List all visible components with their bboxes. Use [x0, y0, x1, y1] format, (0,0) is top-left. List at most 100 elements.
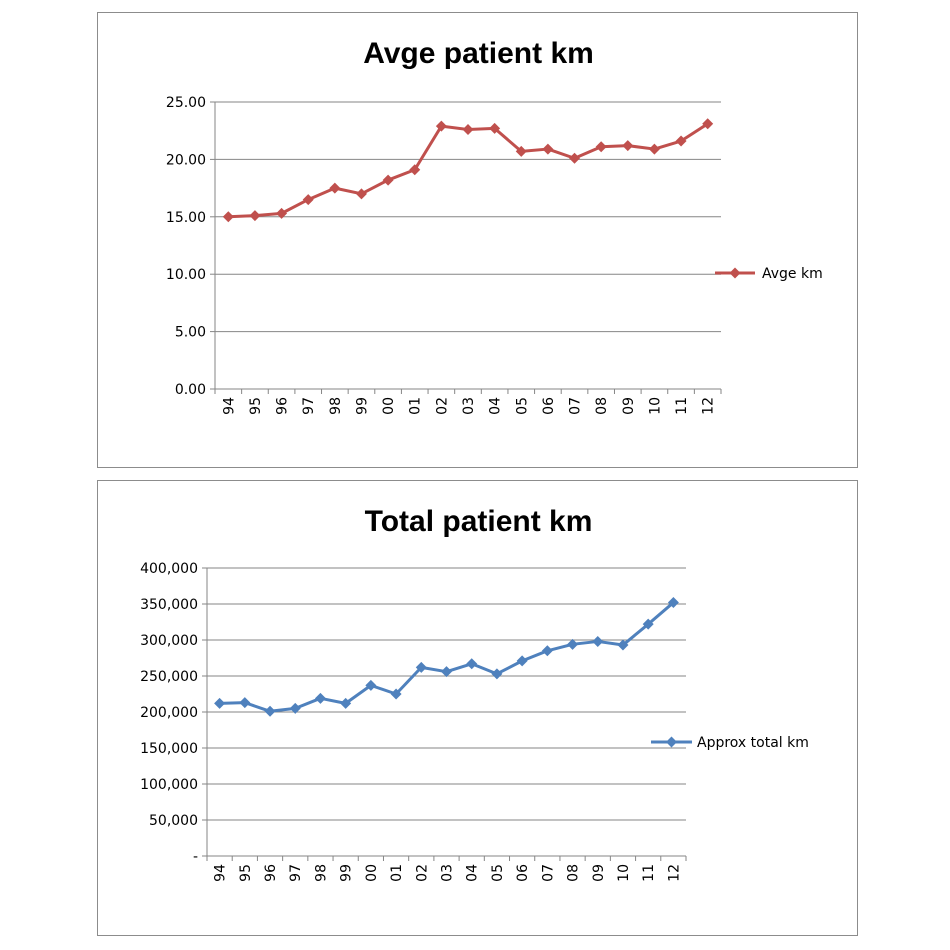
x-tick-label: 07 [540, 864, 556, 882]
data-point-marker [462, 124, 474, 136]
data-point-marker [314, 692, 326, 704]
x-tick-label: 11 [674, 397, 690, 415]
legend-marker [666, 736, 677, 748]
x-tick-label: 05 [490, 864, 506, 882]
y-tick-label: 400,000 [140, 561, 198, 577]
x-tick-label: 00 [364, 864, 380, 882]
data-point-marker [491, 668, 503, 680]
x-tick-label: 08 [594, 397, 610, 415]
data-point-marker [675, 135, 687, 147]
x-tick-label: 11 [641, 864, 657, 882]
data-point-marker [264, 705, 276, 717]
data-point-marker [382, 174, 394, 186]
y-tick-label: 300,000 [140, 633, 198, 649]
data-point-marker [222, 211, 234, 223]
chart-svg: Avge patient km 0.00 5.00 10.00 15.00 20.00 25… [166, 37, 823, 415]
data-point-marker [239, 697, 251, 709]
x-tick-label: 99 [339, 864, 355, 882]
data-point-marker [541, 645, 553, 657]
x-tick-label: 95 [238, 864, 254, 882]
y-tick-label: 5.00 [175, 325, 206, 341]
y-tick-label: 20.00 [166, 152, 206, 168]
y-tick-label: 150,000 [140, 741, 198, 757]
data-point-marker [515, 145, 527, 157]
data-point-marker [435, 120, 447, 132]
x-tick-label: 09 [621, 397, 637, 415]
data-point-marker [409, 164, 421, 176]
x-tick-label: 02 [414, 864, 430, 882]
x-tick-label: 99 [354, 397, 370, 415]
x-tick-label: 96 [275, 397, 291, 415]
data-point-marker [390, 688, 402, 700]
x-tick-label: 06 [515, 864, 531, 882]
x-tick-label: 09 [591, 864, 607, 882]
data-point-marker [249, 210, 261, 222]
x-tick-label: 04 [488, 397, 504, 415]
x-tick-label: 08 [566, 864, 582, 882]
y-tick-label: 350,000 [140, 597, 198, 613]
x-tick-label: 07 [568, 397, 584, 415]
data-point-marker [567, 638, 579, 650]
x-tick-label: 04 [465, 864, 481, 882]
legend-label: Approx total km [697, 735, 809, 751]
data-point-marker [489, 122, 501, 134]
chart-total-patient-km: Total patient km - 50,000 100,000 150,000 200… [97, 480, 858, 936]
data-point-marker [214, 697, 226, 709]
y-tick-label: 10.00 [166, 267, 206, 283]
data-point-marker [667, 597, 679, 609]
y-tick-label: - [193, 849, 198, 865]
data-point-marker [365, 679, 377, 691]
x-tick-label: 96 [263, 864, 279, 882]
x-tick-label: 98 [328, 397, 344, 415]
x-tick-label: 12 [701, 397, 717, 415]
y-tick-label: 100,000 [140, 777, 198, 793]
series-line [219, 601, 675, 713]
x-tick-label: 97 [288, 864, 304, 882]
y-tick-label: 15.00 [166, 210, 206, 226]
y-tick-label: 50,000 [149, 813, 198, 829]
data-point-marker [569, 152, 581, 164]
data-point-marker [340, 697, 352, 709]
x-tick-label: 06 [541, 397, 557, 415]
data-point-marker [441, 666, 452, 678]
y-tick-label: 25.00 [166, 95, 206, 111]
x-tick-label: 97 [301, 397, 317, 415]
data-point-marker [466, 658, 478, 670]
x-tick-label: 10 [616, 864, 632, 882]
chart-svg: Total patient km - 50,000 100,000 150,000 200… [140, 505, 809, 882]
data-point-marker [542, 143, 554, 155]
x-tick-label: 03 [440, 864, 456, 882]
x-tick-label: 94 [221, 397, 237, 415]
data-point-marker [355, 188, 367, 200]
x-tick-label: 01 [389, 864, 405, 882]
data-point-marker [302, 194, 314, 206]
x-tick-label: 10 [647, 397, 663, 415]
chart-title: Avge patient km [363, 37, 594, 70]
data-point-marker [516, 655, 528, 667]
x-tick-label: 00 [381, 397, 397, 415]
legend-marker [729, 267, 741, 279]
x-tick-label: 98 [313, 864, 329, 882]
y-tick-label: 250,000 [140, 669, 198, 685]
data-point-marker [648, 143, 660, 155]
chart-avge-patient-km: Avge patient km 0.00 5.00 10.00 15.00 20.00 25… [97, 12, 858, 468]
data-point-marker [276, 207, 288, 219]
x-tick-label: 12 [666, 864, 682, 882]
legend-label: Avge km [762, 266, 823, 282]
data-point-marker [592, 635, 604, 647]
x-tick-label: 94 [213, 864, 229, 882]
x-tick-label: 01 [408, 397, 424, 415]
data-point-marker [595, 141, 607, 153]
y-tick-label: 200,000 [140, 705, 198, 721]
chart-title: Total patient km [365, 505, 593, 538]
data-point-marker [415, 661, 427, 673]
data-point-marker [702, 118, 714, 130]
data-point-marker [642, 618, 654, 630]
x-tick-label: 05 [514, 397, 530, 415]
x-tick-label: 95 [248, 397, 264, 415]
x-tick-label: 03 [461, 397, 477, 415]
data-point-marker [622, 140, 634, 152]
data-point-marker [289, 702, 301, 714]
data-point-marker [617, 639, 629, 651]
series-line [228, 122, 709, 219]
